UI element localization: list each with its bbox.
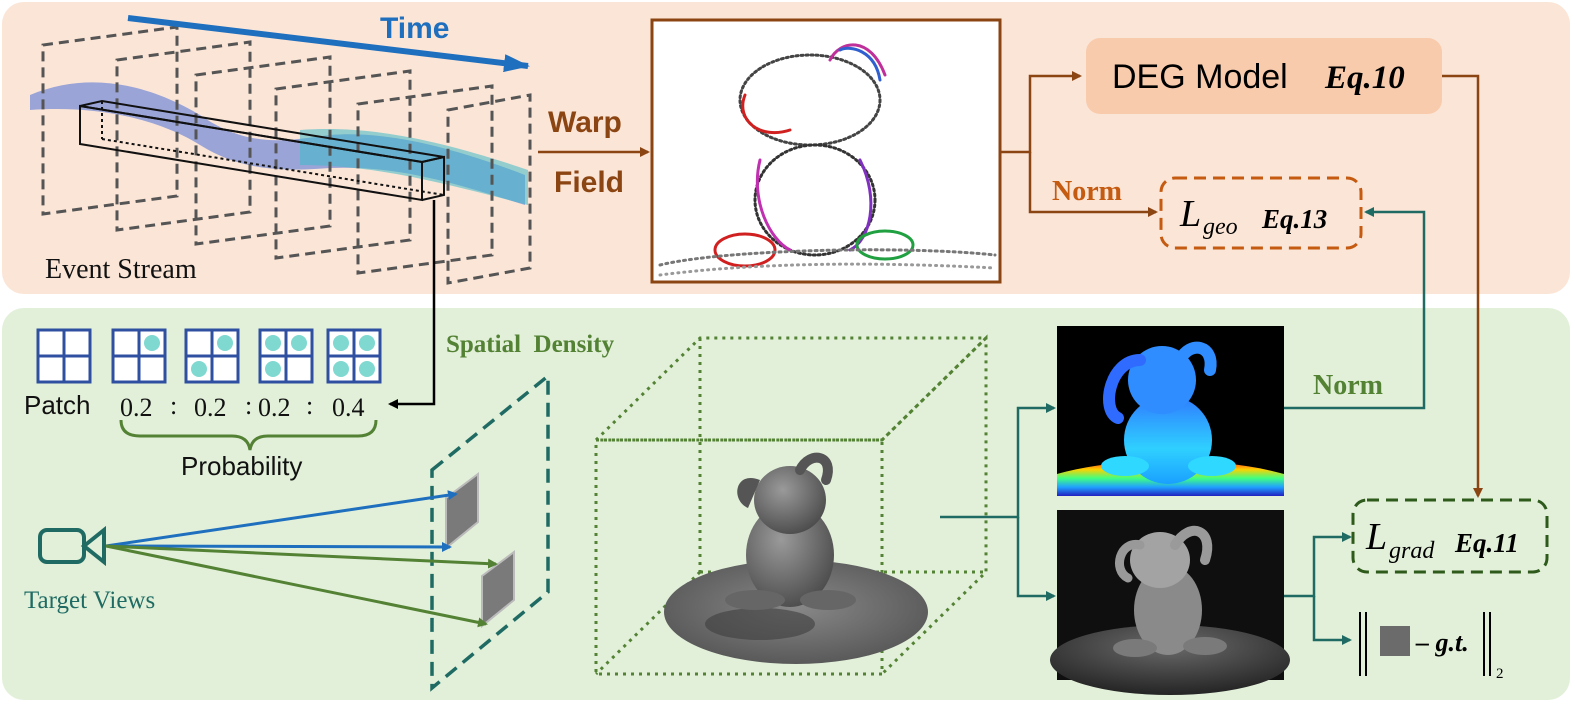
probability-separator: : (170, 391, 177, 420)
probability-value: 0.2 (194, 393, 227, 422)
deg-model-box: DEG Model Eq.10 (1086, 38, 1442, 114)
probability-value: 0.4 (332, 393, 365, 422)
probability-values: 0.2 : 0.2 : 0.2 : 0.4 (120, 391, 365, 422)
loss-grad-symbol: L (1365, 516, 1387, 558)
probability-brace (119, 419, 378, 451)
event-frames (41, 25, 532, 285)
patch-grid-2 (184, 328, 240, 384)
event-stream-label: Event Stream (45, 254, 197, 285)
loss-grad-subscript: grad (1389, 538, 1435, 564)
deg-model-name: DEG Model (1112, 58, 1288, 96)
event-volume-box (79, 99, 445, 202)
target-views-label: Target Views (24, 587, 155, 614)
probability-separator: : (245, 391, 252, 420)
rendered-bunny (664, 452, 928, 664)
loss-geo-subscript: geo (1203, 214, 1238, 240)
render-branch-lines (940, 403, 1056, 601)
probability-label: Probability (181, 451, 302, 481)
probability-value: 0.2 (120, 393, 153, 422)
patch-label: Patch (24, 390, 91, 420)
gt-norm-subscript: 2 (1496, 666, 1504, 682)
loss-grad-eq: Eq.11 (1454, 528, 1519, 558)
loss-geo-box: L geo Eq.13 (1159, 176, 1363, 250)
gt-norm-text: – g.t. (1415, 628, 1469, 657)
loss-grad-box: L grad Eq.11 (1351, 498, 1549, 574)
loss-geo-eq: Eq.13 (1261, 204, 1327, 234)
patch-grids (36, 328, 382, 384)
camera-rays (105, 490, 498, 628)
probability-value: 0.2 (258, 393, 291, 422)
depth-to-geo-line (1284, 207, 1426, 410)
top-norm-label: Norm (1052, 176, 1122, 207)
patch-grid-4 (326, 328, 382, 384)
photo-branch-lines (1284, 532, 1352, 645)
sample-patch-lower (481, 550, 515, 629)
depth-map-image (1057, 326, 1284, 496)
patch-grid-1 (111, 328, 167, 384)
time-arrow (127, 15, 530, 73)
image-plane (430, 372, 550, 692)
loss-geo-symbol: L (1179, 193, 1201, 235)
deg-model-eq: Eq.10 (1324, 60, 1405, 96)
event-branch-lines (1000, 71, 1158, 217)
patch-grid-3 (258, 328, 314, 384)
patch-grid-0 (36, 328, 92, 384)
grayscale-photo-image (1050, 510, 1290, 695)
spatial-density-label: Spatial Density (446, 331, 615, 358)
event-image (650, 18, 1002, 284)
probability-separator: : (306, 391, 313, 420)
deg-to-grad-line (1442, 74, 1483, 498)
time-label: Time (380, 12, 449, 45)
camera-icon (38, 525, 106, 567)
bottom-norm-label: Norm (1313, 370, 1383, 401)
event-to-probability-arrow (388, 200, 436, 409)
warp-label: Warp (548, 106, 622, 139)
gt-norm-expression: – g.t. 2 (1359, 612, 1504, 682)
field-label: Field (554, 166, 624, 199)
